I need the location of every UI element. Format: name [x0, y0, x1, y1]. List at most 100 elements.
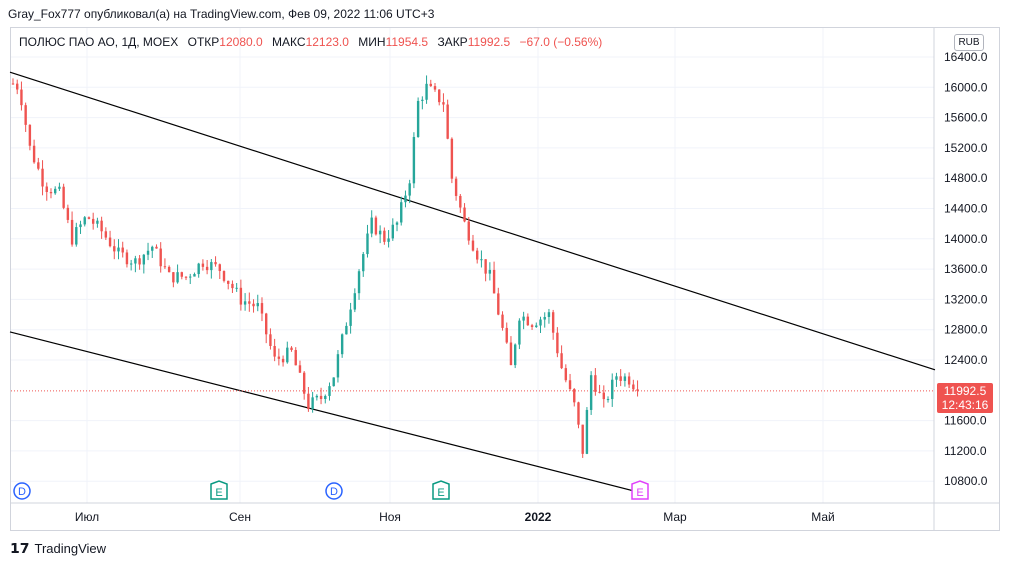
y-tick-label: 11600.0 [944, 414, 987, 428]
candle-body [374, 217, 378, 235]
high-label: МАКС [272, 35, 306, 49]
candle-body [450, 138, 454, 179]
candle-body [125, 252, 129, 265]
candle-body [189, 276, 192, 278]
candle-body [273, 345, 276, 357]
chart-frame[interactable] [10, 27, 1000, 531]
candle-body [108, 237, 112, 247]
candle-body [349, 309, 352, 326]
candle-body [218, 264, 221, 272]
candle-body [336, 354, 340, 378]
candle-body [366, 233, 369, 255]
candle-body [513, 344, 517, 366]
candle-body [598, 391, 601, 393]
candle-body [32, 145, 36, 163]
last-price-tag: 11992.5 12:43:16 [937, 383, 993, 413]
x-tick-label: Мар [663, 510, 687, 524]
candle-body [387, 238, 390, 242]
candle-body [518, 320, 521, 345]
candle-body [265, 313, 268, 335]
attribution-text: Gray_Fox777 опубликовал(а) на TradingVie… [8, 7, 435, 21]
candle-body [193, 274, 196, 277]
candle-body [547, 312, 551, 317]
candle-body [581, 424, 584, 454]
candle-body [429, 83, 432, 87]
footer-brand[interactable]: 𝟭𝟳 TradingView [10, 540, 106, 557]
candle-body [585, 409, 589, 454]
candle-body [556, 332, 559, 354]
candle-body [239, 287, 243, 305]
candle-body [501, 314, 504, 328]
x-tick-label: Сен [229, 510, 251, 524]
candle-body [319, 395, 323, 400]
candle-body [281, 358, 285, 363]
candle-body [480, 259, 483, 261]
candle-body [49, 192, 53, 194]
candle-body [505, 327, 508, 343]
candle-body [408, 183, 411, 196]
trendline-upper [9, 71, 936, 371]
candle-body [594, 375, 597, 392]
candle-body [163, 266, 167, 268]
candle-body [340, 334, 344, 355]
symbol-label[interactable]: ПОЛЮС ПАО АО, 1Д, MOEX [19, 35, 179, 49]
candle-body [357, 271, 361, 294]
candle-body [530, 325, 534, 327]
candle-body [324, 395, 327, 400]
candle-body [96, 220, 99, 224]
candle-body [378, 230, 382, 235]
candle-body [142, 254, 146, 265]
candle-body [180, 272, 183, 277]
candle-body [248, 301, 251, 304]
candle-body [400, 202, 403, 223]
candle-body [100, 220, 103, 232]
candle-body [560, 353, 563, 369]
candle-body [176, 272, 179, 283]
candle-body [62, 186, 65, 208]
low-label: МИН [358, 35, 386, 49]
earnings-marker-label: E [437, 487, 444, 499]
candle-body [573, 389, 576, 403]
candle-body [589, 375, 593, 410]
candle-body [54, 188, 57, 194]
candle-body [11, 83, 15, 85]
y-tick-label: 15600.0 [944, 111, 988, 125]
x-tick-label: 2022 [525, 510, 552, 524]
candle-body [227, 280, 230, 284]
candle-body [146, 250, 150, 255]
candle-body [302, 372, 306, 394]
y-tick-label: 14800.0 [944, 171, 988, 185]
candle-body [602, 392, 605, 400]
dividend-marker-label: D [330, 486, 338, 498]
close-value: 11992.5 [467, 35, 511, 49]
earnings-marker-label: E [636, 487, 643, 499]
currency-button[interactable]: RUB [954, 34, 984, 51]
high-value: 12123.0 [305, 35, 349, 49]
candle-body [463, 207, 466, 222]
earnings-marker [631, 480, 649, 500]
candle-body [619, 376, 622, 381]
candle-body [476, 250, 479, 260]
candle-body [564, 368, 568, 381]
candle-body [611, 379, 614, 400]
candle-body [24, 105, 27, 125]
ohlc-legend: ПОЛЮС ПАО АО, 1Д, MOEX ОТКР12080.0 МАКС1… [19, 35, 602, 49]
candle-body [117, 247, 120, 252]
candle-body [425, 83, 428, 100]
y-tick-label: 12400.0 [944, 353, 988, 367]
candle-body [286, 347, 289, 363]
candle-body [459, 195, 462, 208]
candle-body [260, 303, 264, 314]
y-tick-label: 13200.0 [944, 292, 988, 306]
candle-body [113, 246, 116, 252]
y-tick-label: 16400.0 [944, 50, 988, 64]
candle-body [235, 287, 238, 289]
candle-body [256, 303, 259, 307]
open-label: ОТКР [187, 35, 220, 49]
candle-body [121, 247, 124, 253]
candle-body [438, 89, 441, 103]
earnings-marker [432, 480, 450, 500]
candle-body [412, 137, 416, 184]
low-value: 11954.5 [385, 35, 429, 49]
